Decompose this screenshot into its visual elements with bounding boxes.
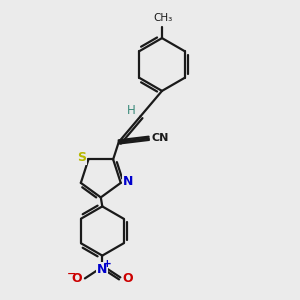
Text: S: S <box>77 152 86 164</box>
Text: −: − <box>66 268 76 279</box>
Text: O: O <box>123 272 134 285</box>
Text: CH₃: CH₃ <box>153 13 172 23</box>
Text: O: O <box>71 272 82 285</box>
Text: +: + <box>103 259 112 269</box>
Text: N: N <box>97 263 107 276</box>
Text: CN: CN <box>152 133 169 143</box>
Text: H: H <box>126 104 135 118</box>
Text: N: N <box>123 175 134 188</box>
